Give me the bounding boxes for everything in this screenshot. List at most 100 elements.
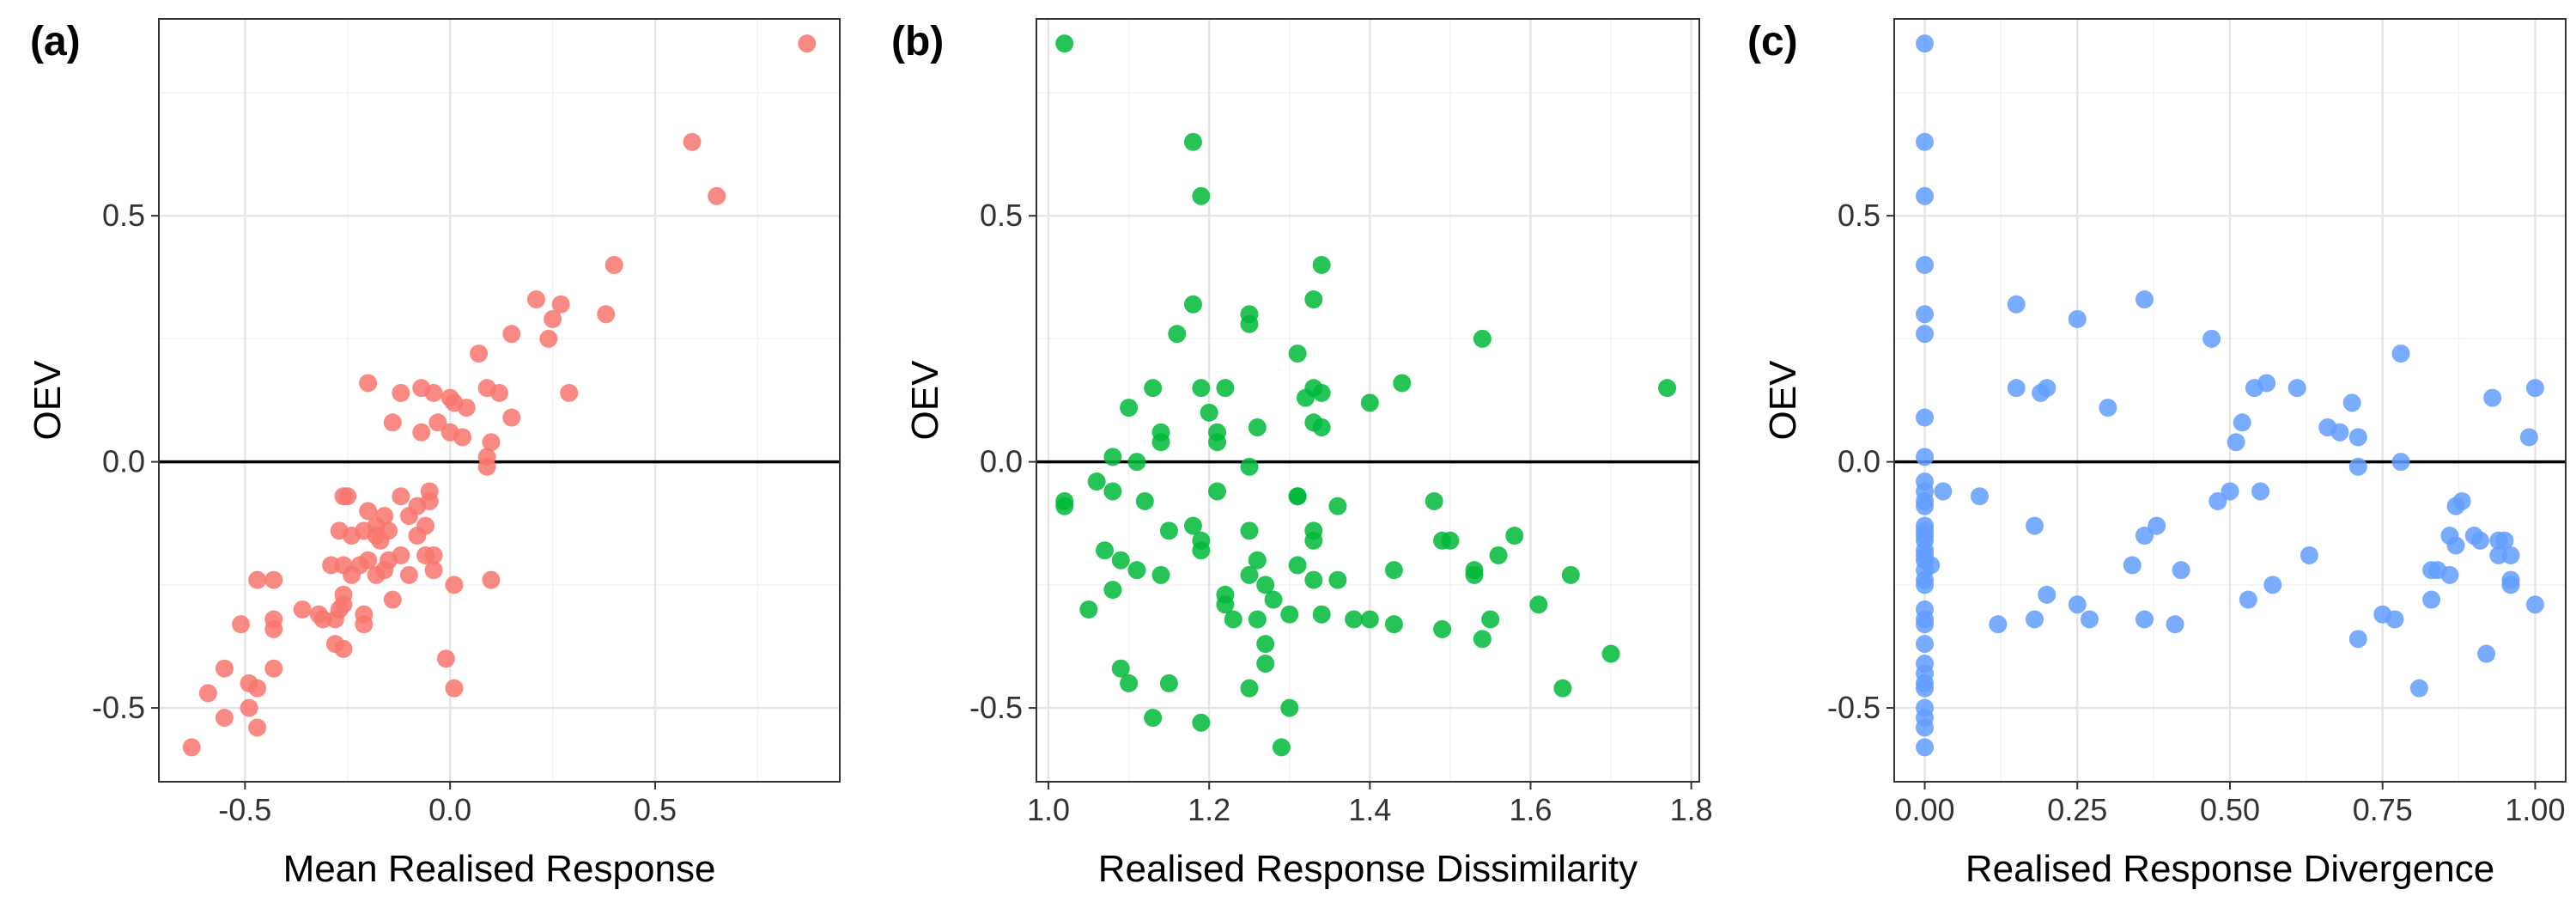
data-point — [1934, 482, 1953, 501]
data-point — [399, 507, 418, 526]
data-point — [1561, 565, 1580, 584]
data-point — [264, 570, 283, 589]
data-point — [2263, 576, 2282, 594]
data-point — [2038, 379, 2057, 398]
y-tick-label: 0.5 — [980, 198, 1023, 233]
data-point — [1916, 679, 1935, 698]
y-tick-label: 0.5 — [1838, 198, 1880, 233]
data-point — [1272, 738, 1291, 757]
data-point — [708, 186, 726, 205]
data-point — [2068, 309, 2087, 328]
data-point — [182, 738, 201, 757]
data-point — [215, 659, 234, 678]
data-point — [1989, 615, 2008, 634]
data-point — [1304, 531, 1323, 550]
data-point — [371, 531, 390, 550]
x-tick-label: 1.00 — [2505, 792, 2565, 827]
data-point — [1481, 610, 1500, 629]
data-point — [2239, 590, 2257, 609]
data-point — [2172, 561, 2190, 580]
data-point — [1473, 329, 1492, 348]
data-point — [2348, 630, 2367, 649]
data-point — [1256, 655, 1275, 673]
data-point — [597, 305, 616, 324]
data-point — [2330, 423, 2349, 442]
y-axis-title: OEV — [904, 360, 946, 441]
data-point — [2287, 379, 2306, 398]
data-point — [2026, 516, 2044, 535]
data-point — [350, 556, 369, 575]
data-point — [264, 659, 283, 678]
data-point — [1304, 570, 1323, 589]
data-point — [1312, 255, 1331, 274]
data-point — [1916, 497, 1935, 515]
data-point — [1151, 433, 1170, 452]
data-point — [2483, 388, 2502, 407]
data-point — [2026, 610, 2044, 629]
data-point — [2007, 295, 2026, 314]
data-point — [1553, 679, 1572, 698]
data-point — [1601, 644, 1620, 663]
data-point — [2495, 531, 2514, 550]
x-axis-title: Mean Realised Response — [283, 848, 716, 890]
data-point — [551, 295, 570, 314]
data-point — [1111, 551, 1130, 570]
data-point — [1096, 541, 1115, 560]
data-point — [1288, 344, 1307, 363]
data-point — [1360, 610, 1379, 629]
data-point — [1103, 448, 1122, 466]
data-point — [453, 428, 472, 447]
data-point — [1240, 521, 1259, 540]
data-point — [1168, 325, 1187, 344]
x-tick-label: 1.0 — [1027, 792, 1070, 827]
data-point — [1916, 635, 1935, 654]
data-point — [1916, 34, 1935, 53]
data-point — [1916, 615, 1935, 634]
data-point — [1224, 610, 1242, 629]
data-point — [1916, 576, 1935, 594]
data-point — [2525, 595, 2544, 614]
data-point — [408, 527, 427, 545]
data-point — [2501, 576, 2520, 594]
data-point — [445, 393, 464, 412]
data-point — [605, 255, 623, 274]
data-point — [1135, 491, 1154, 510]
data-point — [2501, 545, 2520, 564]
data-point — [1360, 393, 1379, 412]
data-point — [1916, 186, 1935, 205]
data-point — [2348, 457, 2367, 476]
data-point — [1473, 630, 1492, 649]
panel-b: 1.0 1.2 1.4 1.6 1.8 -0.5 0.0 0.5 Realised Respon… — [891, 18, 1713, 890]
data-point — [1127, 453, 1146, 472]
data-point — [1248, 551, 1267, 570]
y-tick-label: 0.5 — [102, 198, 145, 233]
data-point — [1087, 472, 1106, 491]
data-point — [2446, 536, 2465, 555]
data-point — [1208, 482, 1227, 501]
data-point — [2391, 453, 2410, 472]
y-tick-label: -0.5 — [92, 690, 145, 725]
data-point — [412, 423, 431, 442]
data-point — [1384, 615, 1403, 634]
data-point — [560, 383, 579, 402]
data-point — [2477, 644, 2496, 663]
data-point — [1208, 433, 1227, 452]
x-tick-label: 1.2 — [1188, 792, 1230, 827]
data-point — [539, 329, 558, 348]
x-tick-label: 1.8 — [1670, 792, 1713, 827]
data-point — [248, 718, 267, 737]
data-point — [1916, 325, 1935, 344]
data-point — [1384, 561, 1403, 580]
data-point — [1425, 491, 1443, 510]
data-point — [215, 709, 234, 728]
data-point — [313, 610, 332, 629]
data-point — [1441, 531, 1460, 550]
data-point — [1916, 408, 1935, 427]
data-point — [1183, 132, 1202, 151]
data-point — [1240, 679, 1259, 698]
x-tick-label: 0.00 — [1895, 792, 1955, 827]
data-point — [264, 619, 283, 638]
data-point — [416, 545, 435, 564]
data-point — [1183, 516, 1202, 535]
data-point — [240, 698, 258, 717]
